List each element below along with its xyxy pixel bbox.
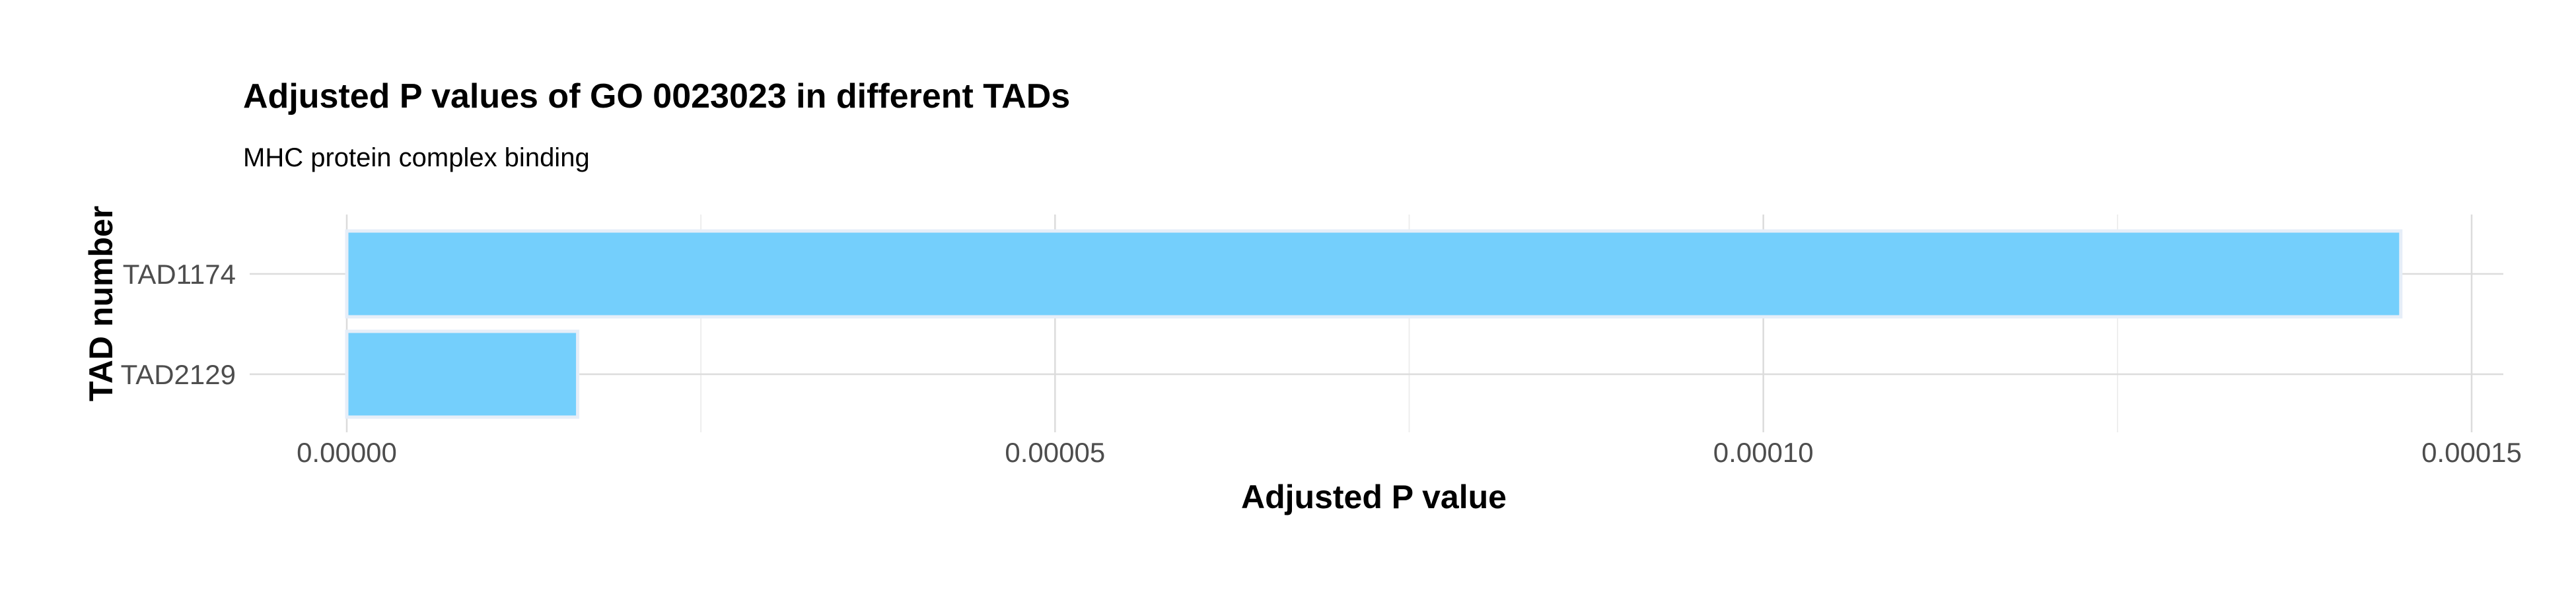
- x-tick-label: 0.00015: [2421, 437, 2522, 468]
- bar-tad1174: [345, 229, 2403, 319]
- x-axis-title: Adjusted P value: [1241, 478, 1507, 515]
- chart-subtitle: MHC protein complex binding: [243, 143, 590, 172]
- x-tick-label: 0.00000: [297, 437, 397, 468]
- x-axis-tick-labels: 0.00000 0.00005 0.00010 0.00015: [297, 437, 2522, 468]
- y-tick-label: TAD1174: [123, 259, 236, 290]
- y-tick-label: TAD2129: [121, 359, 236, 390]
- y-axis-title: TAD number: [83, 206, 120, 401]
- chart-title: Adjusted P values of GO 0023023 in diffe…: [243, 77, 1070, 116]
- y-axis-tick-labels: TAD1174 TAD2129: [121, 259, 236, 390]
- bars: [345, 229, 2403, 419]
- x-tick-label: 0.00005: [1005, 437, 1105, 468]
- x-tick-label: 0.00010: [1713, 437, 1814, 468]
- bar-tad2129: [345, 329, 580, 419]
